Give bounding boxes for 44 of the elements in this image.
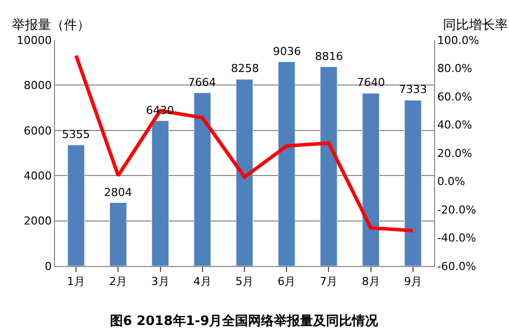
data-label: 2804 bbox=[104, 186, 132, 199]
y2-tick-label: -40.0% bbox=[437, 232, 476, 245]
y2-tick-label: 40.0% bbox=[437, 118, 472, 132]
bar bbox=[236, 79, 254, 266]
data-label: 5355 bbox=[62, 128, 90, 141]
bar bbox=[152, 120, 169, 266]
y2-tick-label: -20.0% bbox=[437, 203, 476, 216]
y-axis-title: 举报量（件） bbox=[12, 18, 90, 33]
bar bbox=[404, 100, 422, 266]
caption: 图6 2018年1-9月全国网络举报量及同比情况 bbox=[110, 313, 380, 329]
data-label: 7333 bbox=[399, 83, 427, 96]
x-tick-label: 2月 bbox=[109, 275, 128, 288]
bar bbox=[278, 62, 296, 266]
x-tick-label: 9月 bbox=[404, 275, 422, 288]
y-tick-label: 8000 bbox=[24, 79, 52, 92]
data-label: 7640 bbox=[357, 76, 385, 89]
data-label: 7664 bbox=[188, 76, 216, 89]
bar bbox=[362, 93, 380, 266]
x-tick-label: 3月 bbox=[151, 275, 170, 288]
x-tick-label: 6月 bbox=[278, 275, 296, 288]
x-tick-label: 1月 bbox=[67, 275, 86, 288]
bar bbox=[109, 202, 127, 266]
data-label: 8258 bbox=[231, 62, 259, 75]
x-tick-label: 8月 bbox=[362, 275, 380, 288]
y-tick-label: 0 bbox=[44, 260, 52, 273]
y2-tick-label: 20.0% bbox=[437, 146, 472, 160]
y-tick-label: 2000 bbox=[24, 214, 52, 228]
y2-tick-label: -60.0% bbox=[437, 260, 476, 273]
y-tick-label: 10000 bbox=[16, 34, 52, 47]
x-tick-label: 5月 bbox=[236, 275, 254, 288]
y-tick-label: 4000 bbox=[24, 169, 52, 182]
bar bbox=[194, 92, 212, 266]
y2-tick-label: 60.0% bbox=[437, 90, 472, 104]
data-label: 9036 bbox=[273, 45, 301, 58]
y2-axis-title: 同比增长率 bbox=[443, 17, 508, 33]
bar bbox=[320, 66, 338, 266]
y2-tick-label: 80.0% bbox=[437, 62, 472, 76]
x-tick-label: 4月 bbox=[193, 275, 212, 288]
y2-tick-label: 0.0% bbox=[437, 175, 466, 188]
x-tick-label: 7月 bbox=[320, 275, 338, 288]
y2-tick-label: 100.0% bbox=[437, 34, 480, 47]
y-tick-label: 6000 bbox=[24, 124, 52, 138]
bar bbox=[67, 144, 85, 266]
data-label: 8816 bbox=[315, 50, 343, 63]
